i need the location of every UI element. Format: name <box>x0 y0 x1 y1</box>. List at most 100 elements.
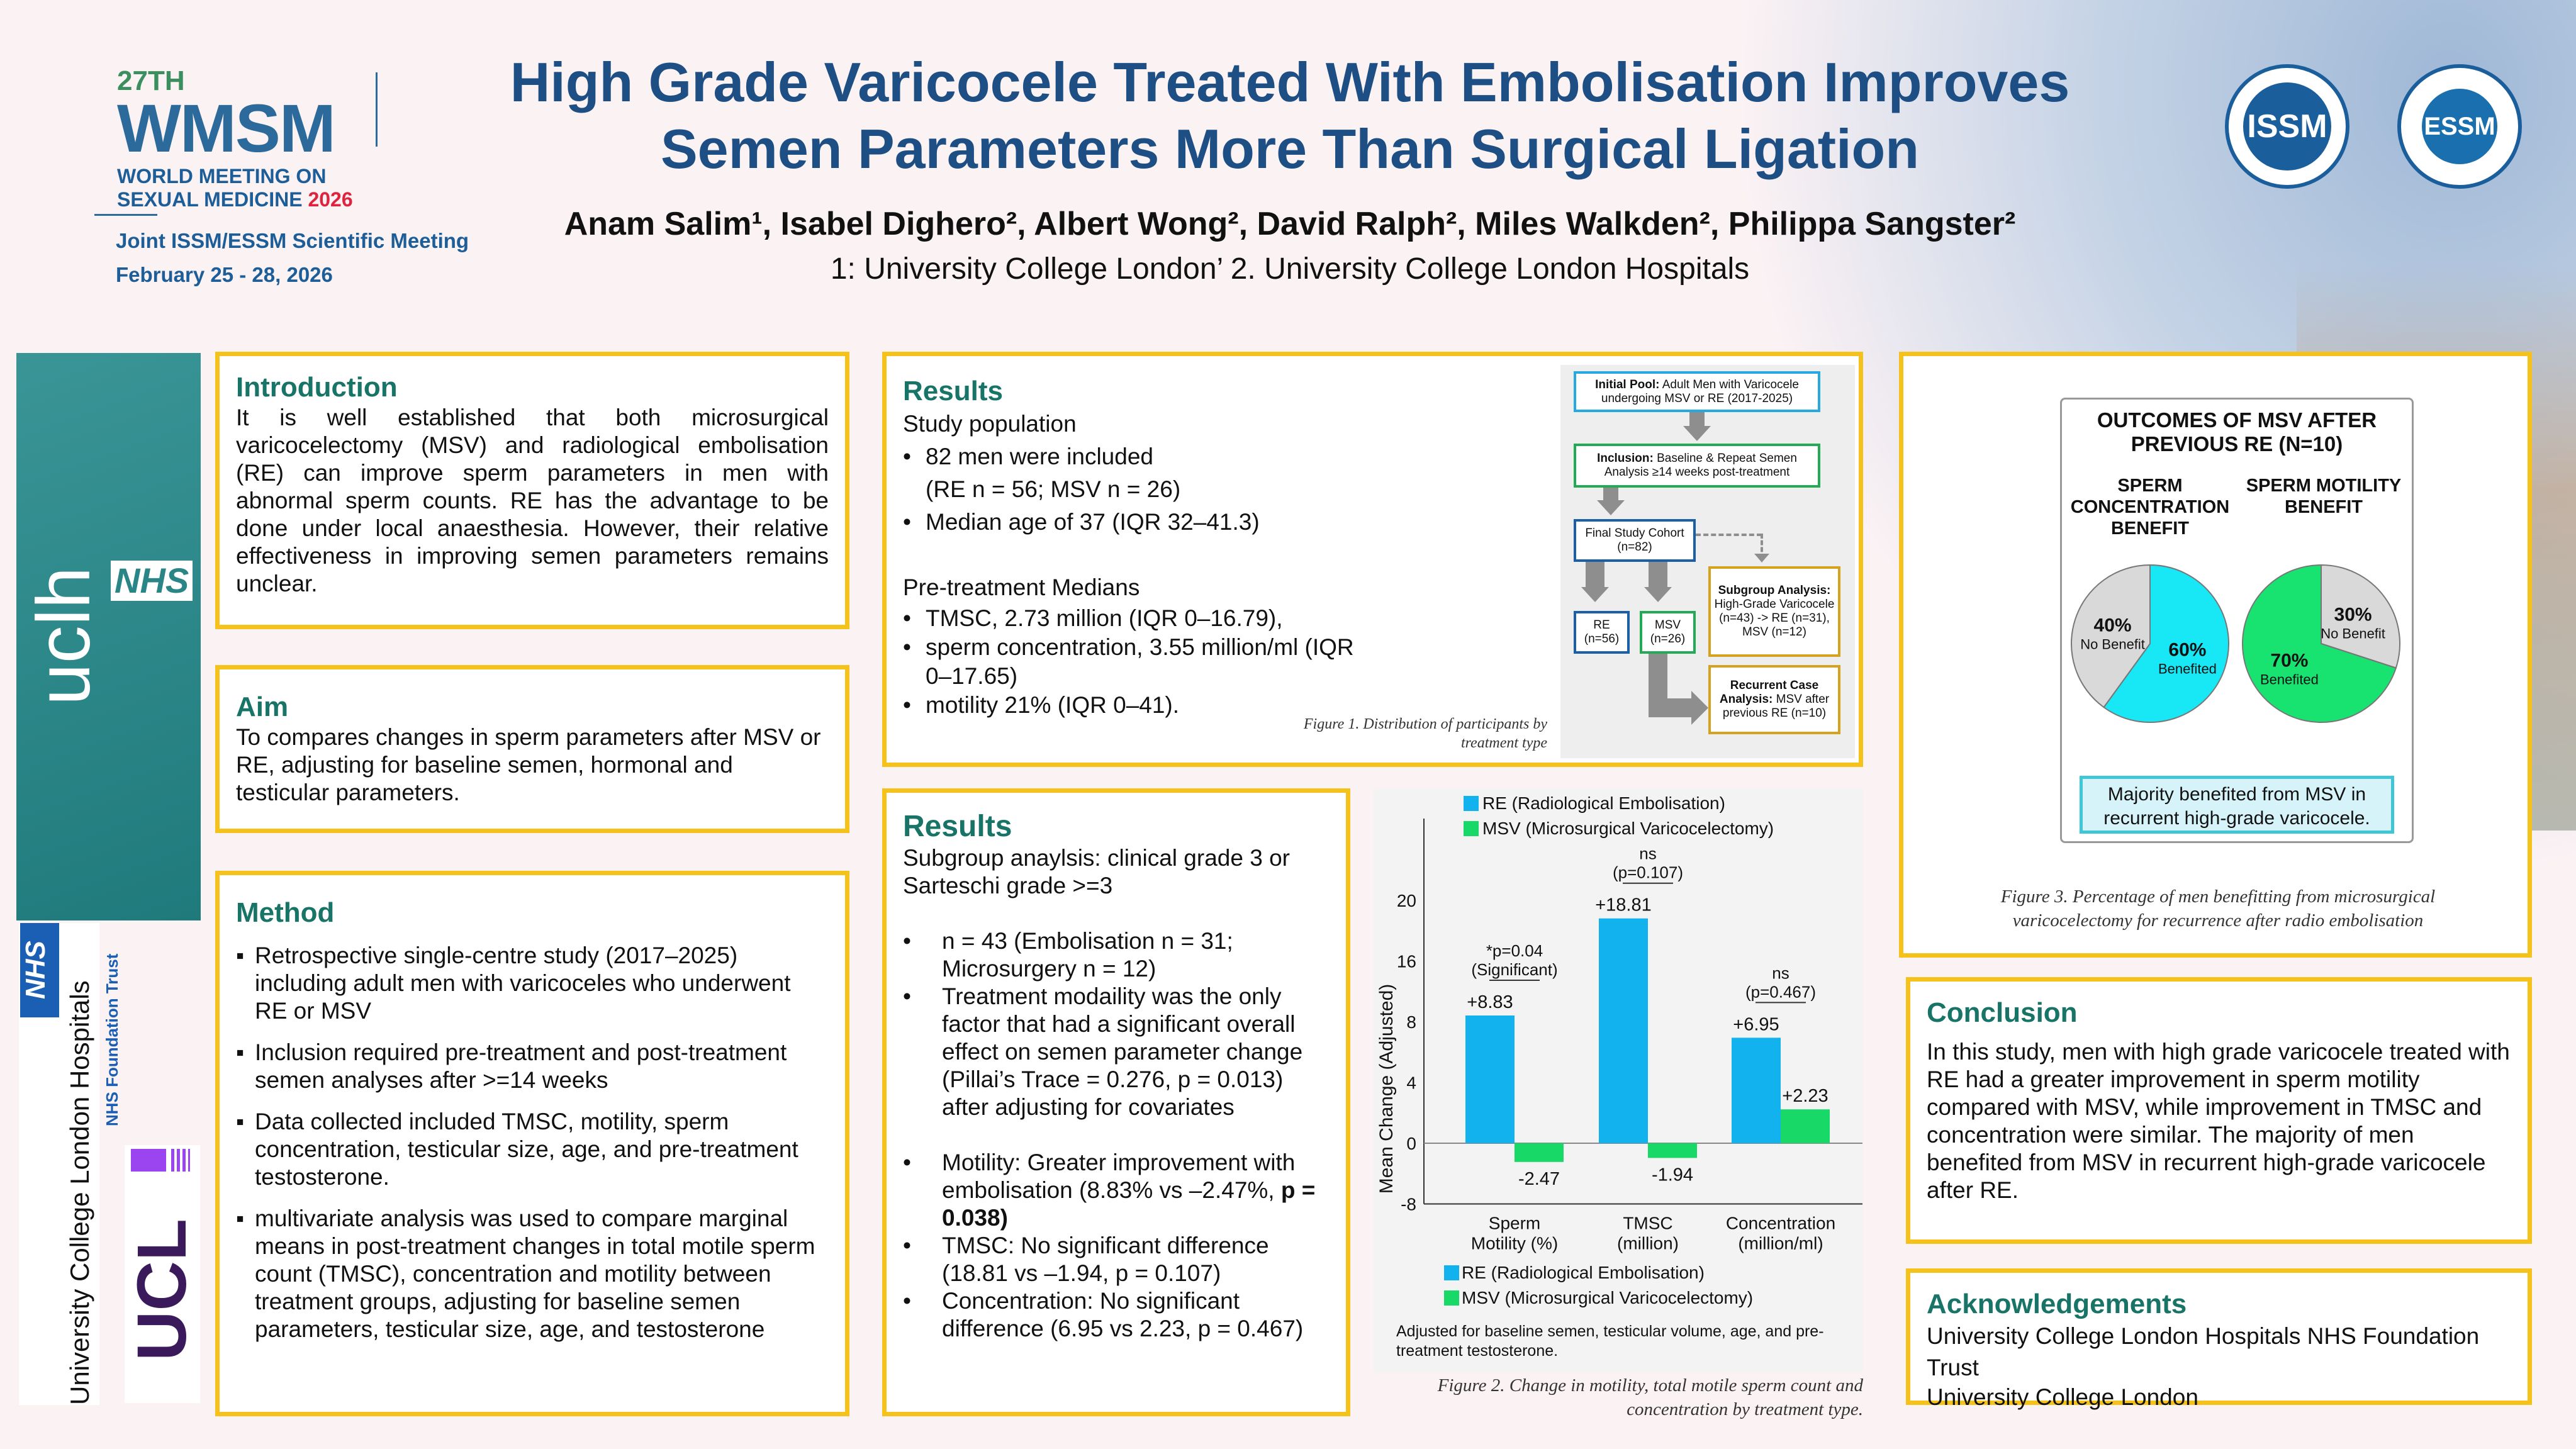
bullet-icon: • <box>903 983 911 1009</box>
significance-label: ns <box>1772 963 1789 982</box>
y-tick-label: 16 <box>1397 952 1416 971</box>
edition: 27TH <box>117 65 185 96</box>
ucl-columns-icon <box>171 1149 190 1172</box>
y-tick-label: 8 <box>1406 1012 1416 1032</box>
pie-pct-label: 40% <box>2094 615 2132 636</box>
title-line-2: Semen Parameters More Than Surgical Liga… <box>660 118 1920 180</box>
acknowledgement-line: University College London Hospitals NHS … <box>1927 1323 2480 1380</box>
pie-slice-benefited <box>2242 564 2397 723</box>
conclusion-heading: Conclusion <box>1927 997 2078 1028</box>
x-tick-label: TMSC <box>1623 1214 1672 1233</box>
legend-swatch <box>1464 796 1479 811</box>
uclh-wordmark: uclh <box>21 566 106 706</box>
arrow-down-icon <box>1597 500 1625 515</box>
arrow-down-icon <box>1644 587 1672 602</box>
list-item-text: TMSC: No significant difference (18.81 v… <box>942 1233 1269 1286</box>
conclusion-section: Conclusion In this study, men with high … <box>1906 977 2532 1244</box>
list-item-text: Median age of 37 (IQR 32–41.3) <box>926 509 1260 535</box>
list-item-text: 82 men were included <box>926 444 1153 469</box>
list-item: • TMSC: No significant difference (18.81 … <box>903 1232 1330 1287</box>
uclh-banner: uclh NHS <box>16 353 201 920</box>
bullet-icon: • <box>903 1233 911 1258</box>
arrow-right-icon <box>1691 691 1708 725</box>
results-heading: Results <box>903 810 1012 843</box>
legend-label: MSV (Microsurgical Varicocelectomy) <box>1482 819 1774 838</box>
bar-msv <box>1648 1143 1697 1158</box>
pie-panel: OUTCOMES OF MSV AFTER PREVIOUS RE (N=10)… <box>2060 398 2414 843</box>
conference-year: 2026 <box>308 188 353 211</box>
y-tick-label: 0 <box>1406 1134 1416 1153</box>
x-tick-label: (million) <box>1617 1234 1679 1253</box>
list-item: ▪ Retrospective single-centre study (2017… <box>236 942 829 1025</box>
joint-meeting: Joint ISSM/ESSM Scientific Meeting <box>116 229 469 252</box>
bar-value-label: +6.95 <box>1733 1014 1779 1034</box>
list-item: (RE n = 56; MSV n = 26) <box>903 473 1532 506</box>
flow-text: Final Study Cohort <box>1585 527 1684 540</box>
pie-slice-label: Benefited <box>2158 661 2217 676</box>
list-item-text: TMSC, 2.73 million (IQR 0–16.79), <box>926 605 1283 631</box>
uclh-hospital-logo: NHS University College London Hospitals <box>19 923 99 1405</box>
list-item-text: (RE n = 56; MSV n = 26) <box>926 476 1181 502</box>
ucl-wordmark: UCL <box>123 1218 201 1362</box>
x-tick-label: Motility (%) <box>1471 1234 1558 1253</box>
nhs-trust: NHS Foundation Trust <box>103 953 121 1126</box>
bullet-icon: • <box>903 1288 911 1314</box>
list-item: • motility 21% (IQR 0–41). <box>903 691 1381 720</box>
arrow-down-icon <box>1683 426 1711 441</box>
pie-pct-label: 70% <box>2270 651 2308 671</box>
arrow-down-icon <box>1581 587 1609 602</box>
list-item: ▪ multivariate analysis was used to compa… <box>236 1205 829 1343</box>
bar-value-label: +8.83 <box>1467 992 1513 1012</box>
flow-text: Adult Men with Varicocele undergoing MSV… <box>1601 378 1799 405</box>
wmsm-logo: 27TH WMSM WORLD MEETING ON SEXUAL MEDICI… <box>117 65 353 211</box>
nhs-badge: NHS <box>111 561 193 601</box>
authors: Anam Salim¹, Isabel Dighero², Albert Won… <box>564 206 2016 242</box>
bar-re <box>1732 1038 1781 1143</box>
list-item: • Concentration: No significant differenc… <box>903 1287 1330 1343</box>
subgroup-findings: • Motility: Greater improvement with embo… <box>903 1149 1330 1232</box>
flowchart-figure: Initial Pool: Adult Men with Varicocele … <box>1560 365 1855 758</box>
list-item-text: multivariate analysis was used to compar… <box>255 1206 815 1342</box>
flow-text: MSV <box>1654 618 1681 632</box>
bullet-icon: • <box>903 928 911 954</box>
bar-msv <box>1515 1143 1564 1162</box>
acknowledgements-section: Acknowledgements University College Lond… <box>1906 1268 2532 1410</box>
pretreatment-label: Pre-treatment Medians <box>903 574 1140 600</box>
nhs-logo: NHS <box>20 923 59 1017</box>
pie-1-title: SPERM CONCENTRATION BENEFIT <box>2070 476 2230 539</box>
significance-label: ns <box>1639 844 1656 863</box>
introduction-text: It is well established that both microsu… <box>236 405 829 596</box>
list-item-text: Data collected included TMSC, motility, … <box>255 1109 798 1190</box>
essm-logo: ESSM <box>2397 64 2522 189</box>
method-list: ▪ Retrospective single-centre study (2017… <box>236 942 829 1343</box>
finding-pvalue: p = 0.038) <box>942 1177 1316 1231</box>
legend-label: MSV (Microsurgical Varicocelectomy) <box>1462 1288 1753 1307</box>
list-item-text: Inclusion required pre-treatment and pos… <box>255 1039 787 1093</box>
legend-label: RE (Radiological Embolisation) <box>1462 1263 1705 1282</box>
flow-text: (n=26) <box>1650 632 1686 646</box>
flow-text: Baseline & Repeat Semen Analysis ≥14 wee… <box>1604 452 1797 479</box>
list-item-text: motility 21% (IQR 0–41). <box>926 692 1180 718</box>
bullet-icon: ▪ <box>236 1109 245 1134</box>
significance-label: (p=0.467) <box>1745 982 1816 1001</box>
subgroup-findings-2: • TMSC: No significant difference (18.81 … <box>903 1232 1330 1343</box>
introduction-section: Introduction It is well established that… <box>215 352 849 629</box>
conference-dates: February 25 - 28, 2026 <box>116 263 333 286</box>
y-tick-label: 4 <box>1406 1073 1416 1093</box>
figure-3-section: OUTCOMES OF MSV AFTER PREVIOUS RE (N=10)… <box>1899 352 2532 958</box>
pie-slice-label: Benefited <box>2260 672 2319 688</box>
essm-mark: ESSM <box>2422 89 2497 164</box>
pie-pct-label: 30% <box>2334 604 2372 625</box>
pie-slice-no-benefit <box>2071 564 2151 708</box>
flow-inclusion: Inclusion: Baseline & Repeat Semen Analy… <box>1574 444 1820 488</box>
method-heading: Method <box>236 897 335 928</box>
significance-label: (Significant) <box>1471 960 1557 979</box>
bullet-icon: • <box>903 692 911 718</box>
results-subgroup: Results Subgroup anaylsis: clinical grad… <box>882 788 1350 1416</box>
pie-2-title: SPERM MOTILITY BENEFIT <box>2246 476 2402 517</box>
legend-swatch <box>1444 1290 1459 1306</box>
bar-chart: -8 0 4 8 16 20 Mean Change (Adjusted) +8.83 -2.4… <box>1376 793 1862 1307</box>
x-tick-label: (million/ml) <box>1738 1234 1823 1253</box>
issm-mark: ISSM <box>2243 82 2331 171</box>
acknowledgements-heading: Acknowledgements <box>1927 1289 2187 1319</box>
